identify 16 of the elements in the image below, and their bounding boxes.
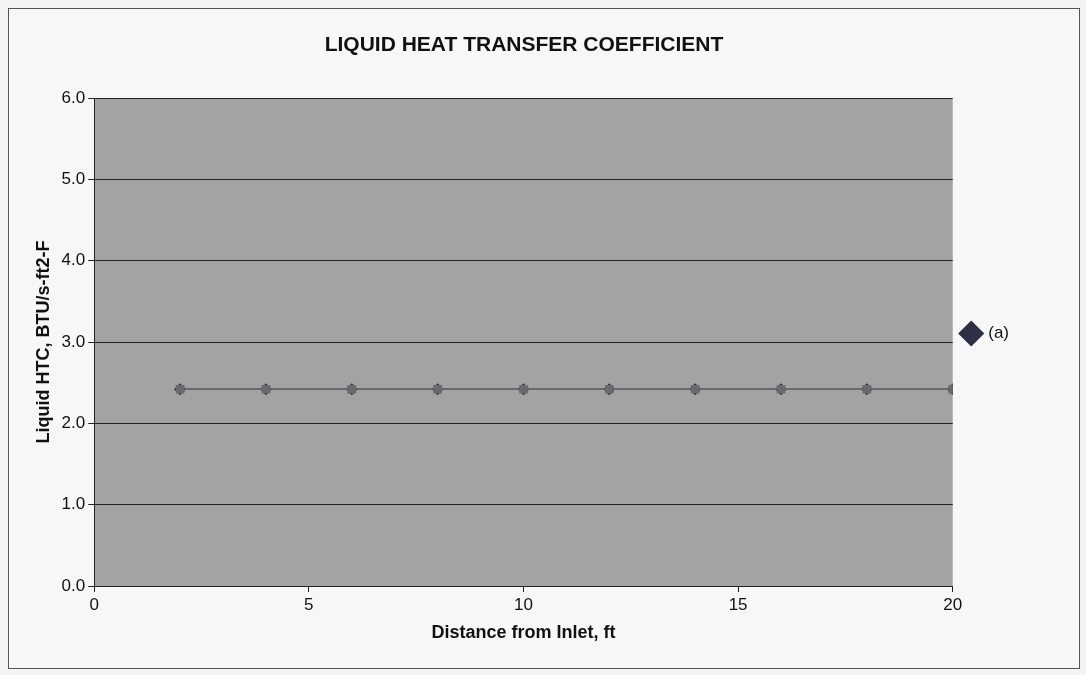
chart-title: LIQUID HEAT TRANSFER COEFFICIENT: [324, 32, 724, 56]
x-tick-label: 20: [943, 594, 963, 614]
y-tick-label: 4.0: [61, 250, 86, 270]
y-tick-label: 6.0: [61, 87, 86, 107]
legend-label: (a): [988, 323, 1009, 343]
y-tick-label: 5.0: [61, 169, 86, 189]
y-tick-label: 1.0: [61, 494, 86, 514]
y-tick-label: 3.0: [61, 331, 86, 351]
x-tick-label: 5: [304, 594, 314, 614]
y-tick-label: 2.0: [61, 413, 86, 433]
y-axis-title: Liquid HTC, BTU/s-ft2-F: [32, 240, 53, 444]
y-tick-label: 0.0: [61, 575, 86, 595]
x-tick-label: 10: [514, 594, 533, 614]
x-tick-label: 0: [89, 594, 99, 614]
x-tick-label: 15: [728, 594, 748, 614]
x-axis-title: Distance from Inlet, ft: [431, 622, 616, 643]
